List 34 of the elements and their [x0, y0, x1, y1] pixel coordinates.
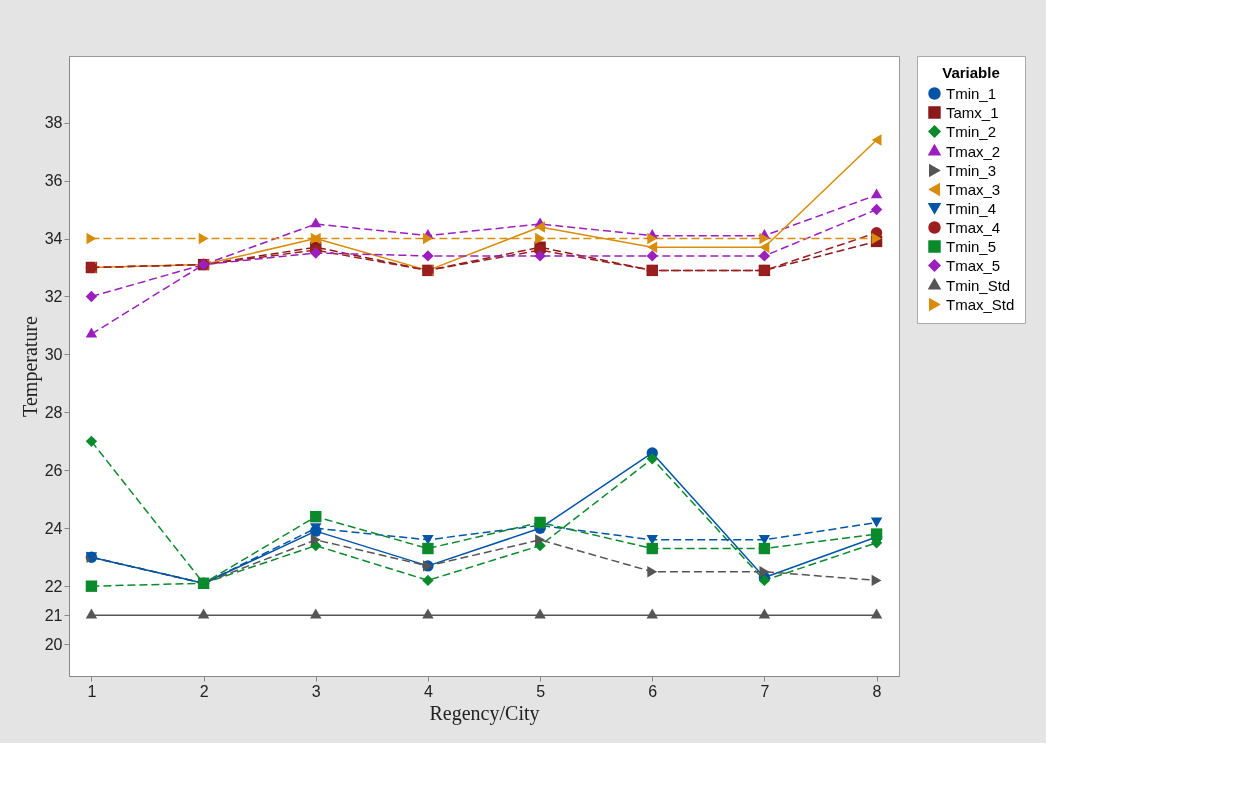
x-tick-label: 7	[760, 682, 770, 700]
legend-title: Variable	[942, 64, 1000, 81]
legend-label: Tmin_4	[946, 199, 997, 217]
y-tick-label: 22	[44, 577, 63, 595]
legend-label: Tmin_1	[946, 84, 997, 102]
y-tick-label: 28	[44, 403, 63, 421]
y-tick-label: 21	[44, 606, 63, 624]
legend-label: Tmax_4	[946, 218, 1001, 236]
x-tick-label: 8	[872, 682, 882, 700]
y-tick-label: 32	[44, 287, 63, 305]
y-tick-label: 36	[44, 172, 63, 190]
x-tick-label: 4	[423, 682, 433, 700]
x-tick-label: 6	[648, 682, 658, 700]
x-tick-label: 1	[87, 682, 97, 700]
y-axis-title: Temperature	[18, 316, 42, 417]
y-tick-label: 26	[44, 461, 63, 479]
y-tick-label: 38	[44, 114, 63, 132]
legend-label: Tmin_5	[946, 237, 997, 255]
legend-label: Tmax_Std	[946, 295, 1015, 313]
y-tick-label: 24	[44, 519, 63, 537]
legend-label: Tmax_2	[946, 142, 1001, 160]
legend-label: Tmin_Std	[946, 276, 1011, 294]
x-tick-label: 5	[536, 682, 546, 700]
y-tick-label: 34	[44, 230, 63, 248]
x-axis-title: Regency/City	[429, 701, 540, 725]
y-tick-label: 20	[44, 635, 63, 653]
legend-label: Tamx_1	[946, 103, 999, 121]
y-tick-label: 30	[44, 345, 63, 363]
legend-label: Tmax_5	[946, 256, 1001, 274]
x-tick-label: 3	[311, 682, 321, 700]
legend-label: Tmin_3	[946, 161, 997, 179]
x-tick-label: 2	[199, 682, 209, 700]
legend-label: Tmin_2	[946, 122, 997, 140]
legend-label: Tmax_3	[946, 180, 1001, 198]
